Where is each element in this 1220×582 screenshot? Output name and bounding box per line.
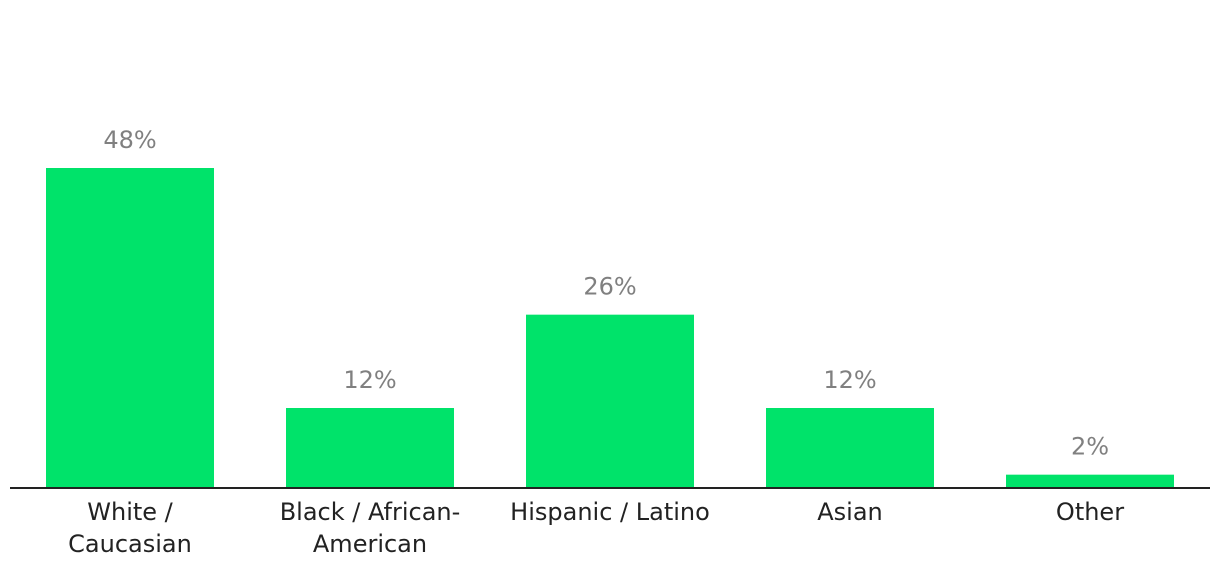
category-label-line: Other	[1056, 498, 1124, 526]
value-label-3: 12%	[823, 366, 876, 394]
category-label-4: Other	[1056, 498, 1124, 526]
bar-2	[526, 314, 694, 488]
category-label-line: Hispanic / Latino	[510, 498, 710, 526]
category-label-1: Black / African- American	[280, 498, 461, 558]
bars-group	[46, 168, 1174, 488]
bar-4	[1006, 474, 1174, 488]
category-label-line: Asian	[817, 498, 883, 526]
category-label-3: Asian	[817, 498, 883, 526]
value-label-1: 12%	[343, 366, 396, 394]
bar-3	[766, 408, 934, 488]
bar-0	[46, 168, 214, 488]
value-label-4: 2%	[1071, 433, 1109, 461]
bar-1	[286, 408, 454, 488]
category-label-line: American	[313, 530, 427, 558]
value-label-0: 48%	[103, 126, 156, 154]
category-label-line: White /	[87, 498, 173, 526]
category-label-0: White / Caucasian	[68, 498, 192, 558]
value-labels-group: 48% 12% 26% 12% 2%	[103, 126, 1109, 461]
category-label-line: Black / African-	[280, 498, 461, 526]
category-label-line: Caucasian	[68, 530, 192, 558]
category-labels-group: White / Caucasian Black / African- American…	[68, 498, 1124, 558]
value-label-2: 26%	[583, 273, 636, 301]
category-label-2: Hispanic / Latino	[510, 498, 710, 526]
